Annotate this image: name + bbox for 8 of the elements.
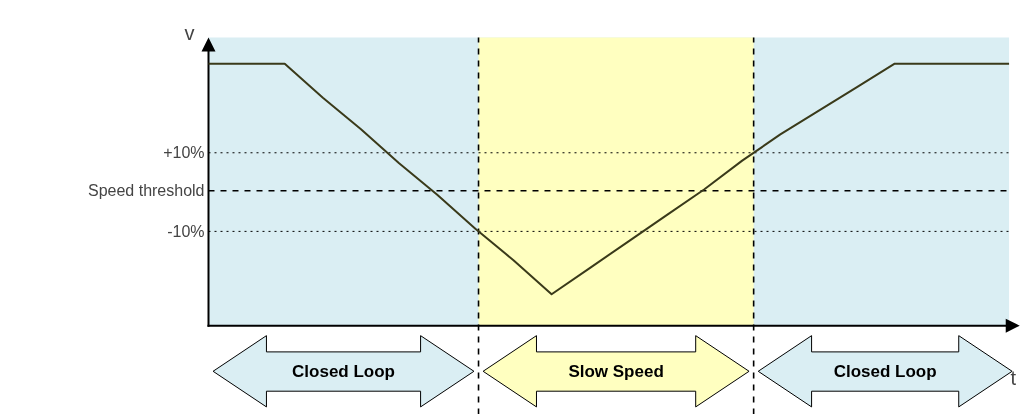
text: -10% (167, 222, 205, 240)
text: +10% (163, 144, 205, 162)
y-axis-title: v (184, 21, 195, 44)
text: Closed Loop (833, 361, 937, 381)
text: Closed Loop (292, 361, 395, 381)
x-axis-title: t (1010, 366, 1017, 389)
text: Slow Speed (568, 361, 664, 381)
text: Speed threshold (87, 182, 205, 200)
